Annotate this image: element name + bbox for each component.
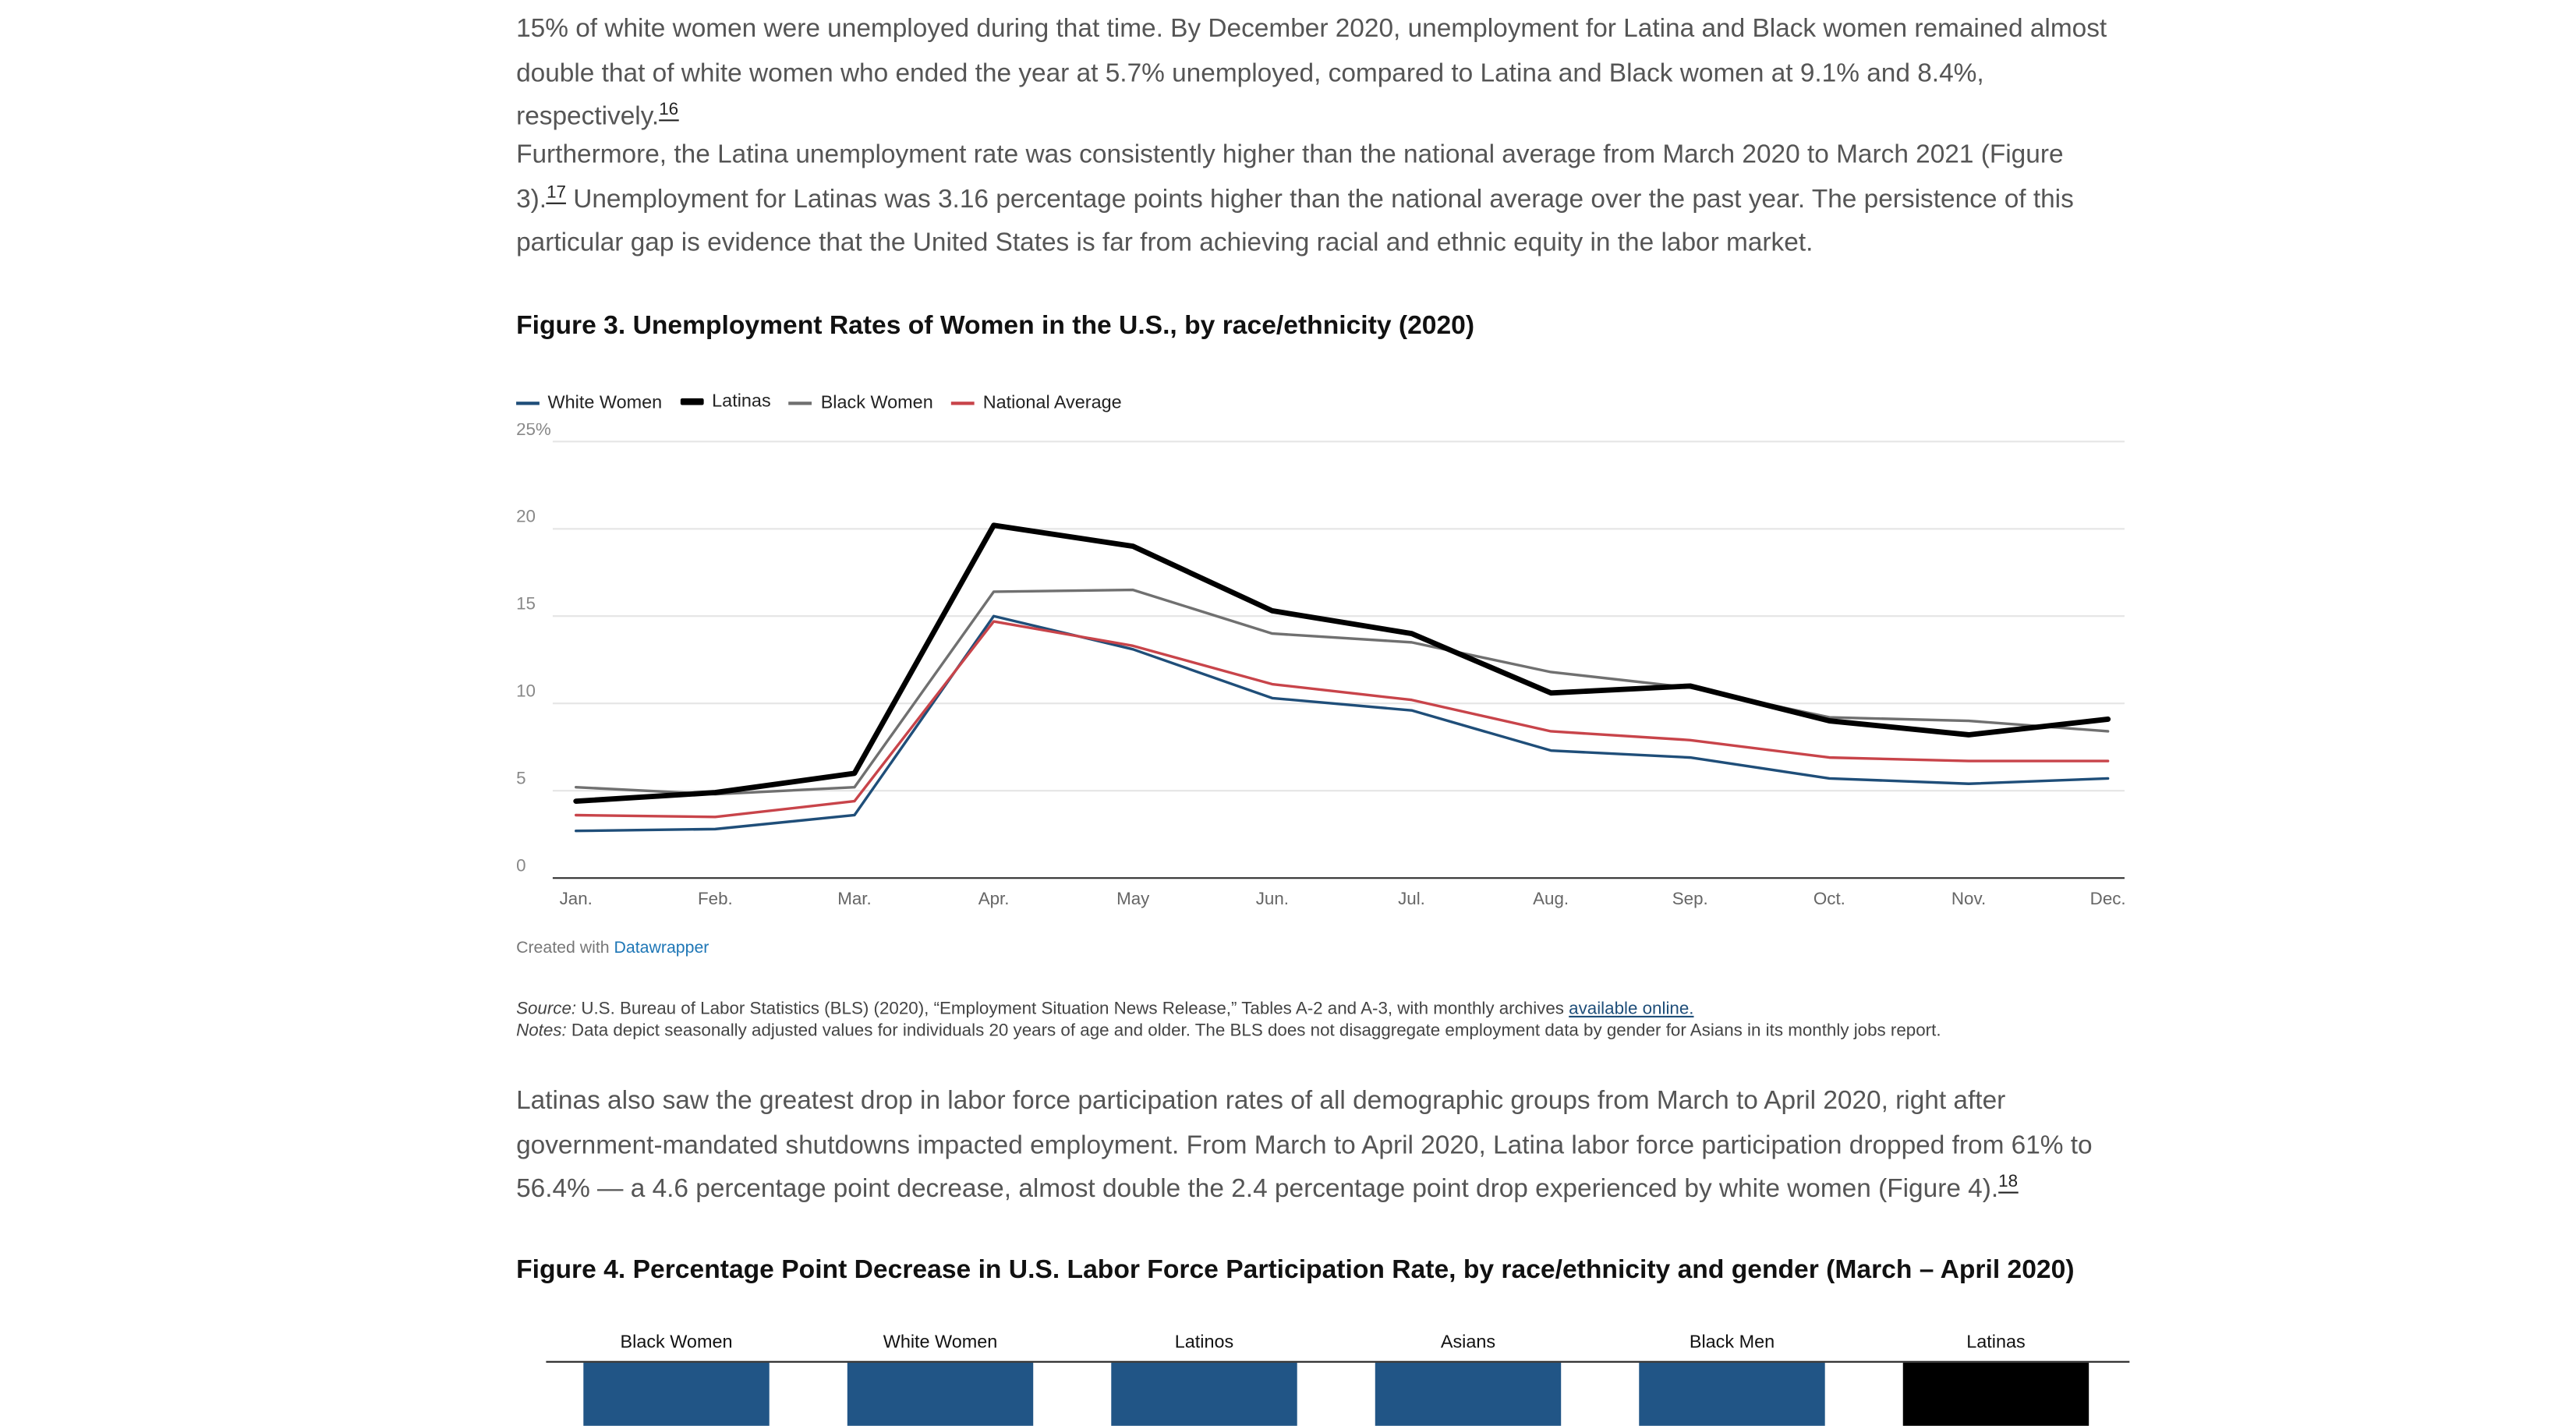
figure-3-title: Figure 3. Unemployment Rates of Women in… <box>516 312 1475 341</box>
x-tick-label: Jul. <box>1398 889 1425 908</box>
figure-notes: Notes: Data depict seasonally adjusted v… <box>516 1021 1941 1041</box>
paragraph-text: Latinas also saw the greatest drop in la… <box>516 1087 2093 1204</box>
y-tick-label: 25% <box>516 423 551 439</box>
x-tick-label: Jun. <box>1256 889 1289 908</box>
series-line-latinas <box>573 522 2111 805</box>
chart-legend: White Women Latinas Black Women National… <box>516 390 1135 413</box>
bar-black-men <box>1639 1362 1825 1426</box>
legend-swatch <box>789 402 813 405</box>
bar-white-women <box>847 1362 1034 1426</box>
y-tick-label: 15 <box>516 594 536 614</box>
legend-item-white-women: White Women <box>516 393 663 414</box>
series-line-national-average <box>575 620 2110 819</box>
figure-source: Source: U.S. Bureau of Labor Statistics … <box>516 1000 1693 1020</box>
legend-item-black-women: Black Women <box>789 393 933 414</box>
paragraph-latina-vs-national: Furthermore, the Latina unemployment rat… <box>516 134 2110 267</box>
legend-swatch <box>680 398 704 405</box>
paragraph-text: 15% of white women were unemployed durin… <box>516 15 2107 132</box>
bar-asians <box>1375 1362 1562 1426</box>
x-tick-label: Nov. <box>1951 889 1986 908</box>
x-tick-label: May <box>1116 889 1150 908</box>
legend-label: National Average <box>982 393 1122 414</box>
bar-category-label: Black Men <box>1690 1332 1775 1352</box>
legend-item-national-average: National Average <box>951 393 1122 414</box>
legend-label: Black Women <box>820 393 933 414</box>
series-line-black-women <box>575 588 2110 796</box>
source-link[interactable]: available online. <box>1569 999 1694 1020</box>
notes-text: Data depict seasonally adjusted values f… <box>566 1021 1941 1041</box>
bar-category-label: Latinas <box>1966 1332 2025 1352</box>
notes-label: Notes: <box>516 1021 567 1041</box>
x-tick-label: Jan. <box>560 889 593 908</box>
legend-label: Latinas <box>712 391 771 412</box>
paragraph-text: Unemployment for Latinas was 3.16 percen… <box>516 185 2074 258</box>
legend-swatch <box>951 402 975 405</box>
bar-category-label: Black Women <box>621 1332 733 1352</box>
bar-category-label: Latinos <box>1175 1332 1233 1352</box>
bar-latinos <box>1111 1362 1297 1426</box>
x-tick-label: Apr. <box>978 889 1010 908</box>
y-tick-label: 5 <box>516 769 525 788</box>
y-tick-label: 10 <box>516 681 536 701</box>
source-text: U.S. Bureau of Labor Statistics (BLS) (2… <box>576 999 1569 1020</box>
paragraph-unemployment-by-race: 15% of white women were unemployed durin… <box>516 9 2110 141</box>
footnote-link-17[interactable]: 17 <box>547 182 566 203</box>
bar-black-women <box>583 1362 770 1426</box>
paragraph-labor-force-participation: Latinas also saw the greatest drop in la… <box>516 1081 2110 1213</box>
bar-latinas <box>1902 1362 2089 1426</box>
credit-text: Created with <box>516 939 614 958</box>
legend-label: White Women <box>547 393 663 414</box>
unemployment-line-chart: 0 5 10 15 20 25% Jan. Feb. Mar. Apr. May Jun. Jul. Au… <box>516 423 2126 908</box>
series-line-white-women <box>575 614 2110 833</box>
footnote-link-16[interactable]: 16 <box>659 100 679 122</box>
bar-category-label: Asians <box>1441 1332 1495 1352</box>
x-tick-label: Dec. <box>2090 889 2126 908</box>
paragraph-text: Furthermore, the Latina unemployment rat… <box>516 140 2064 214</box>
gridlines <box>552 441 2125 879</box>
x-tick-label: Mar. <box>837 889 871 908</box>
footnote-link-18[interactable]: 18 <box>1998 1172 2018 1194</box>
x-tick-label: Oct. <box>1813 889 1845 908</box>
bar-category-label: White Women <box>883 1332 998 1352</box>
figure-4-title: Figure 4. Percentage Point Decrease in U… <box>516 1256 2075 1285</box>
datawrapper-link[interactable]: Datawrapper <box>614 939 709 958</box>
x-tick-label: Feb. <box>698 889 733 908</box>
y-tick-label: 20 <box>516 507 536 526</box>
chart-credit: Created with Datawrapper <box>516 939 709 957</box>
participation-bar-chart: Black Women White Women Latinos Asians Black… <box>546 1332 2130 1426</box>
source-label: Source: <box>516 999 577 1020</box>
x-tick-label: Aug. <box>1533 889 1569 908</box>
legend-swatch <box>516 402 540 405</box>
x-tick-label: Sep. <box>1672 889 1708 908</box>
legend-item-latinas: Latinas <box>680 391 771 412</box>
y-tick-label: 0 <box>516 856 525 876</box>
